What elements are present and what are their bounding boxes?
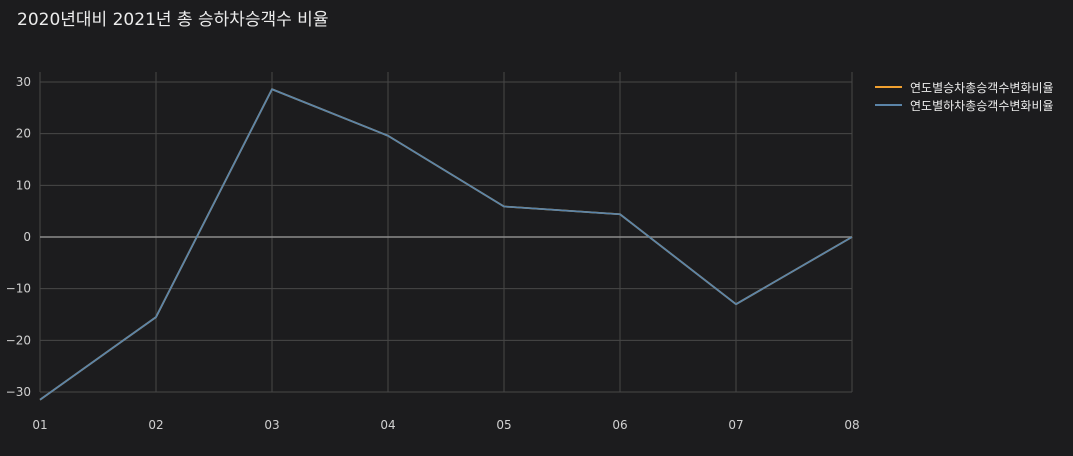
y-tick-label-10: 10 — [16, 178, 31, 192]
x-tick-label-05: 05 — [496, 418, 511, 432]
y-tick-label--20: −20 — [6, 333, 31, 347]
chart-title: 2020년대비 2021년 총 승하차승객수 비율 — [17, 10, 329, 30]
y-tick-label-30: 30 — [16, 75, 31, 89]
x-tick-label-02: 02 — [148, 418, 163, 432]
x-tick-label-01: 01 — [32, 418, 47, 432]
x-tick-label-06: 06 — [612, 418, 627, 432]
x-tick-label-08: 08 — [844, 418, 859, 432]
legend-swatch-boarding — [875, 86, 902, 88]
legend-label-boarding: 연도별승차총승객수변화비율 — [910, 80, 1054, 95]
series-layer — [39, 88, 853, 401]
x-tick-label-07: 07 — [728, 418, 743, 432]
tick-layer: 01 02 03 04 05 06 07 08 −30 −20 −10 0 10 20 30 — [6, 75, 860, 432]
y-tick-label--30: −30 — [6, 385, 31, 399]
series-line-0 — [39, 88, 853, 401]
x-tick-label-03: 03 — [264, 418, 279, 432]
y-tick-label--10: −10 — [6, 282, 31, 296]
legend-item-alighting[interactable]: 연도별하차총승객수변화비율 — [875, 96, 1054, 114]
legend-swatch-alighting — [875, 104, 902, 106]
legend-label-alighting: 연도별하차총승객수변화비율 — [910, 98, 1054, 113]
x-tick-label-04: 04 — [380, 418, 395, 432]
legend: 연도별승차총승객수변화비율 연도별하차총승객수변화비율 — [875, 78, 1054, 114]
series-line-1 — [39, 88, 853, 401]
grid-layer — [39, 72, 853, 393]
y-tick-label-20: 20 — [16, 127, 31, 141]
legend-item-boarding[interactable]: 연도별승차총승객수변화비율 — [875, 78, 1054, 96]
y-tick-label-0: 0 — [23, 230, 31, 244]
